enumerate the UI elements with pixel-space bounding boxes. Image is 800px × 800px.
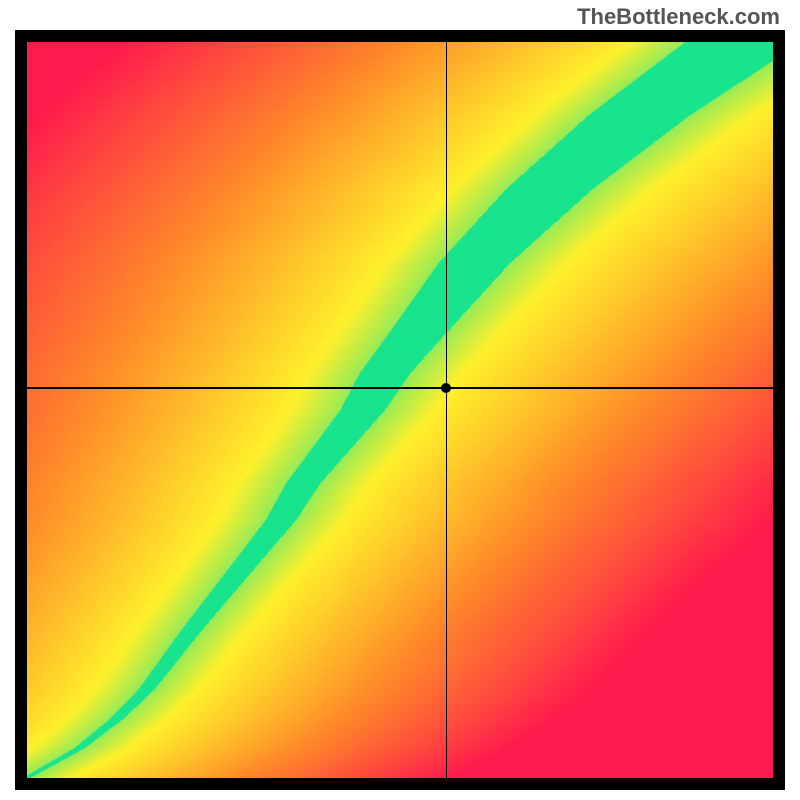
crosshair-marker-dot	[441, 383, 451, 393]
heatmap-canvas	[27, 42, 773, 778]
plot-area	[27, 42, 773, 778]
plot-frame	[15, 30, 785, 790]
crosshair-vertical	[446, 42, 448, 778]
watermark-text: TheBottleneck.com	[577, 4, 780, 30]
chart-container: TheBottleneck.com	[0, 0, 800, 800]
crosshair-horizontal	[27, 387, 773, 389]
